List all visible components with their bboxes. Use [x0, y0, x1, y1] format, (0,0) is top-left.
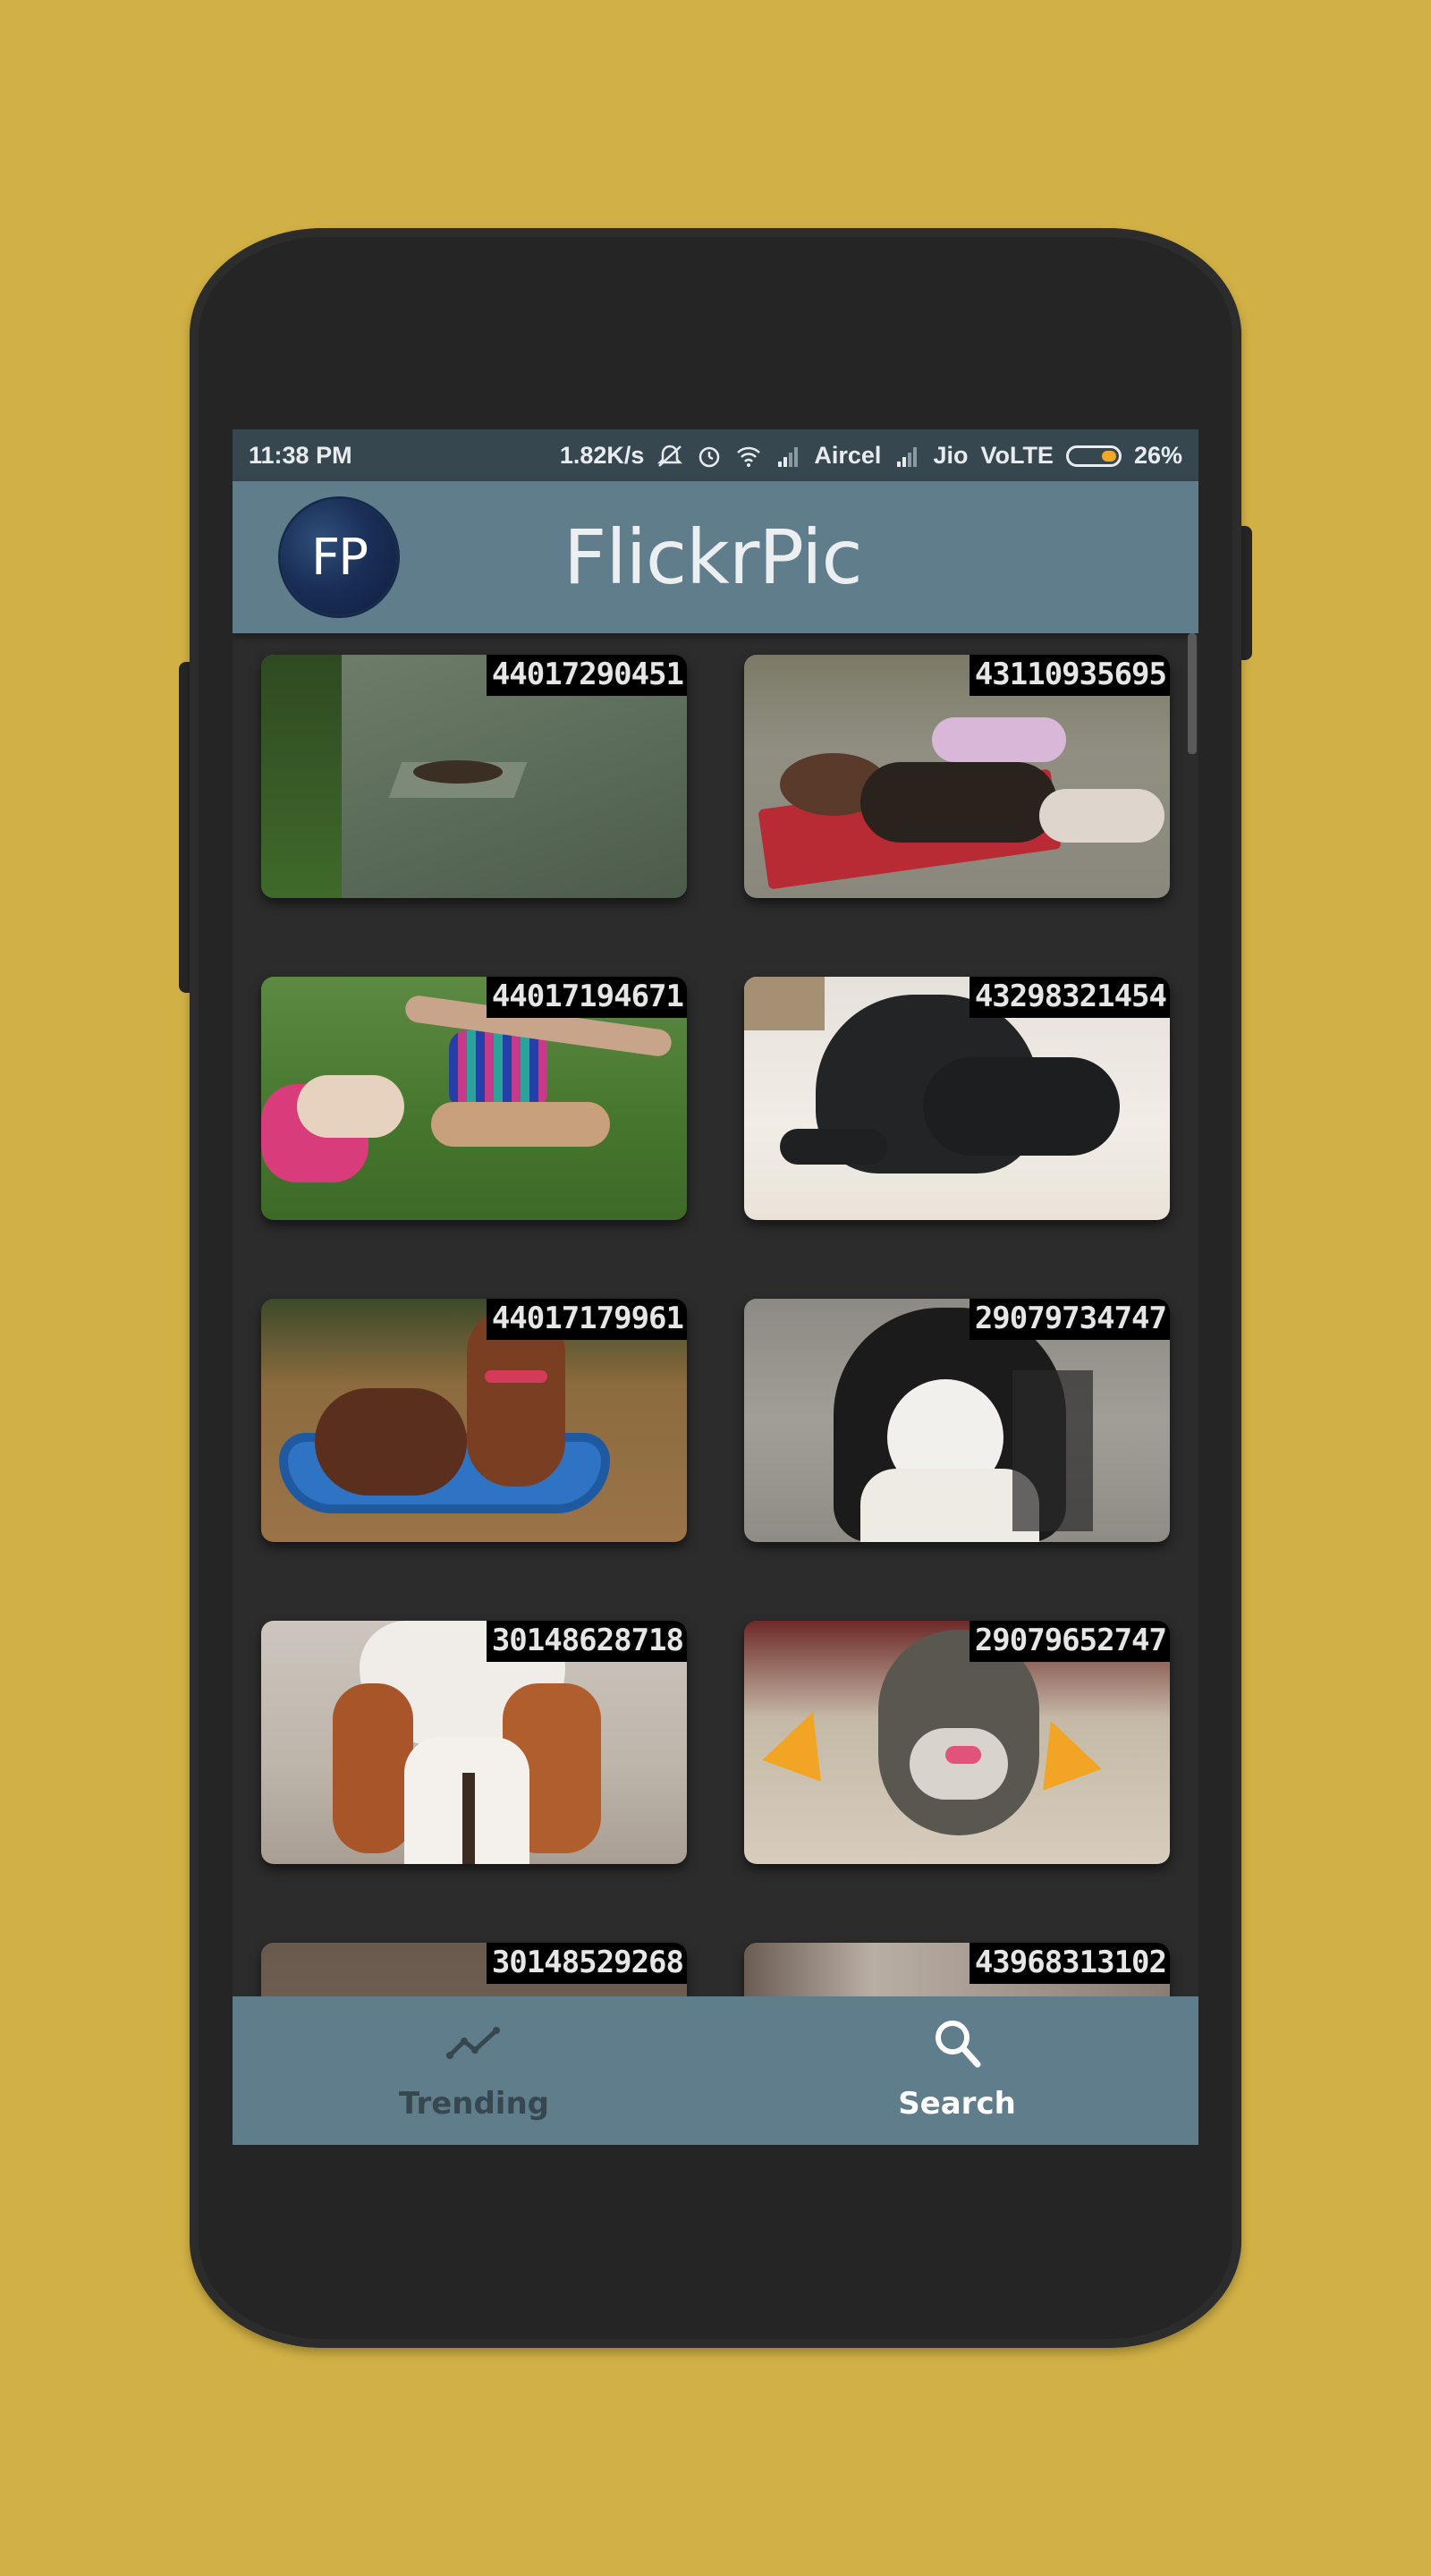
app-logo-avatar[interactable]: FP	[281, 499, 397, 615]
signal-icon-2	[897, 446, 918, 467]
photo-id: 30148628718	[486, 1621, 687, 1662]
photo-id: 30148529268	[486, 1943, 687, 1984]
nav-trending[interactable]: Trending	[233, 1996, 716, 2145]
photo-id: 44017194671	[486, 977, 687, 1018]
signal-icon-1	[778, 446, 799, 467]
photo-id: 43110935695	[969, 655, 1170, 696]
network-type: VoLTE	[980, 442, 1054, 469]
status-indicators: 1.82K/s Aircel	[560, 442, 1182, 470]
status-time: 11:38 PM	[249, 442, 352, 469]
photo-card[interactable]: 43110935695	[744, 655, 1170, 898]
photo-grid[interactable]: 44017290451 43110935695 44017194671	[233, 633, 1198, 1996]
network-speed: 1.82K/s	[559, 442, 645, 469]
carrier-2: Jio	[933, 442, 969, 469]
grid-scrollbar[interactable]	[1188, 633, 1197, 754]
nav-trending-label: Trending	[398, 2086, 550, 2122]
nav-search-label: Search	[898, 2086, 1016, 2122]
photo-id: 43298321454	[969, 977, 1170, 1018]
carrier-1: Aircel	[814, 442, 882, 469]
bottom-navigation: Trending Search	[233, 1996, 1198, 2145]
app-title: FlickrPic	[563, 513, 863, 601]
mute-bell-icon	[657, 445, 683, 467]
search-icon	[936, 2021, 981, 2068]
app-screen: 11:38 PM 1.82K/s	[233, 429, 1198, 2145]
trending-icon	[446, 2027, 500, 2059]
photo-id: 29079652747	[969, 1621, 1170, 1662]
phone-side-button-right	[1238, 526, 1252, 660]
photo-card[interactable]: 30148529268	[261, 1943, 687, 1996]
battery-icon	[1065, 445, 1122, 467]
photo-id: 44017179961	[486, 1299, 687, 1340]
photo-id: 43968313102	[969, 1943, 1170, 1984]
alarm-icon	[699, 446, 720, 467]
battery-percent: 26%	[1133, 442, 1182, 469]
photo-card[interactable]: 43968313102	[744, 1943, 1170, 1996]
photo-card[interactable]: 29079652747	[744, 1621, 1170, 1864]
photo-card[interactable]: 44017290451	[261, 655, 687, 898]
photo-id: 29079734747	[969, 1299, 1170, 1340]
photo-card[interactable]: 43298321454	[744, 977, 1170, 1220]
wifi-icon	[737, 446, 761, 467]
status-bar: 11:38 PM 1.82K/s	[233, 429, 1198, 481]
photo-card[interactable]: 44017179961	[261, 1299, 687, 1542]
nav-search[interactable]: Search	[716, 1996, 1198, 2145]
photo-card[interactable]: 30148628718	[261, 1621, 687, 1864]
photo-card[interactable]: 29079734747	[744, 1299, 1170, 1542]
avatar-text: FP	[311, 528, 368, 587]
photo-id: 44017290451	[486, 655, 687, 696]
app-bar: FP FlickrPic	[233, 481, 1198, 633]
photo-card[interactable]: 44017194671	[261, 977, 687, 1220]
